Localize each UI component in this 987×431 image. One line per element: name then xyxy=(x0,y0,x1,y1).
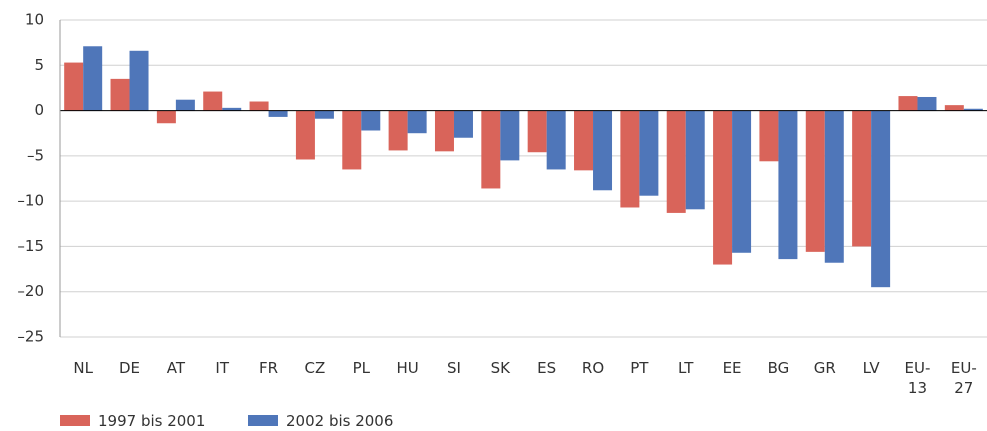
y-tick-label: –20 xyxy=(17,282,44,300)
x-tick-label: RO xyxy=(581,359,605,377)
bar xyxy=(593,110,613,191)
bar xyxy=(685,110,705,210)
bar xyxy=(129,50,149,111)
bar xyxy=(898,96,918,111)
bar xyxy=(453,110,473,138)
bar xyxy=(388,110,408,151)
y-tick-label: –15 xyxy=(17,237,44,255)
x-tick-label: DE xyxy=(119,359,141,377)
x-tick-label: GR xyxy=(813,359,836,377)
bar xyxy=(500,110,520,161)
bar xyxy=(620,110,640,208)
bar xyxy=(175,99,195,111)
bar xyxy=(805,110,825,252)
bar xyxy=(295,110,315,160)
bar xyxy=(156,110,176,124)
bar xyxy=(222,107,242,111)
bar xyxy=(110,78,130,111)
x-tick-label: SK xyxy=(490,359,510,377)
bar xyxy=(852,110,872,247)
y-tick-label: –25 xyxy=(17,328,44,346)
bar xyxy=(963,108,983,111)
bar xyxy=(64,62,84,111)
x-tick-label: LT xyxy=(677,359,694,377)
bar xyxy=(778,110,798,260)
x-tick-label: EU-27 xyxy=(950,359,977,397)
bar xyxy=(314,110,334,119)
bar xyxy=(249,101,269,111)
bar xyxy=(824,110,844,263)
bar xyxy=(917,96,937,111)
bar xyxy=(732,110,752,253)
legend-swatch xyxy=(60,415,90,426)
y-tick-label: 0 xyxy=(34,101,44,119)
bar xyxy=(407,110,427,134)
bar xyxy=(434,110,454,152)
bar xyxy=(481,110,501,189)
x-tick-label: AT xyxy=(166,359,185,377)
x-tick-label: EE xyxy=(722,359,742,377)
bar xyxy=(871,110,891,288)
bar xyxy=(713,110,733,265)
x-tick-label: ES xyxy=(537,359,557,377)
bar xyxy=(574,110,594,171)
y-tick-label: 5 xyxy=(34,56,44,74)
bar xyxy=(759,110,779,162)
bar xyxy=(203,91,223,111)
x-tick-label: NL xyxy=(73,359,93,377)
y-tick-label: 10 xyxy=(25,11,44,29)
bar xyxy=(268,110,288,117)
x-tick-label: LV xyxy=(862,359,880,377)
bar xyxy=(83,46,103,111)
bar xyxy=(361,110,381,131)
x-tick-label: CZ xyxy=(304,359,326,377)
y-tick-label: –10 xyxy=(17,192,44,210)
x-tick-label: PL xyxy=(352,359,370,377)
bar xyxy=(666,110,686,213)
x-tick-label: FR xyxy=(259,359,279,377)
legend-swatch xyxy=(248,415,278,426)
legend-label: 1997 bis 2001 xyxy=(98,412,206,430)
bar xyxy=(546,110,566,170)
x-tick-label: SI xyxy=(446,359,461,377)
x-tick-label: HU xyxy=(396,359,419,377)
x-tick-label: IT xyxy=(215,359,230,377)
y-tick-label: –5 xyxy=(27,146,44,164)
x-tick-label: EU-13 xyxy=(904,359,931,397)
x-tick-label: BG xyxy=(767,359,790,377)
bar xyxy=(342,110,362,170)
legend-label: 2002 bis 2006 xyxy=(286,412,394,430)
bar xyxy=(639,110,659,196)
bar xyxy=(944,105,964,111)
x-tick-label: PT xyxy=(630,359,649,377)
bar xyxy=(527,110,547,153)
